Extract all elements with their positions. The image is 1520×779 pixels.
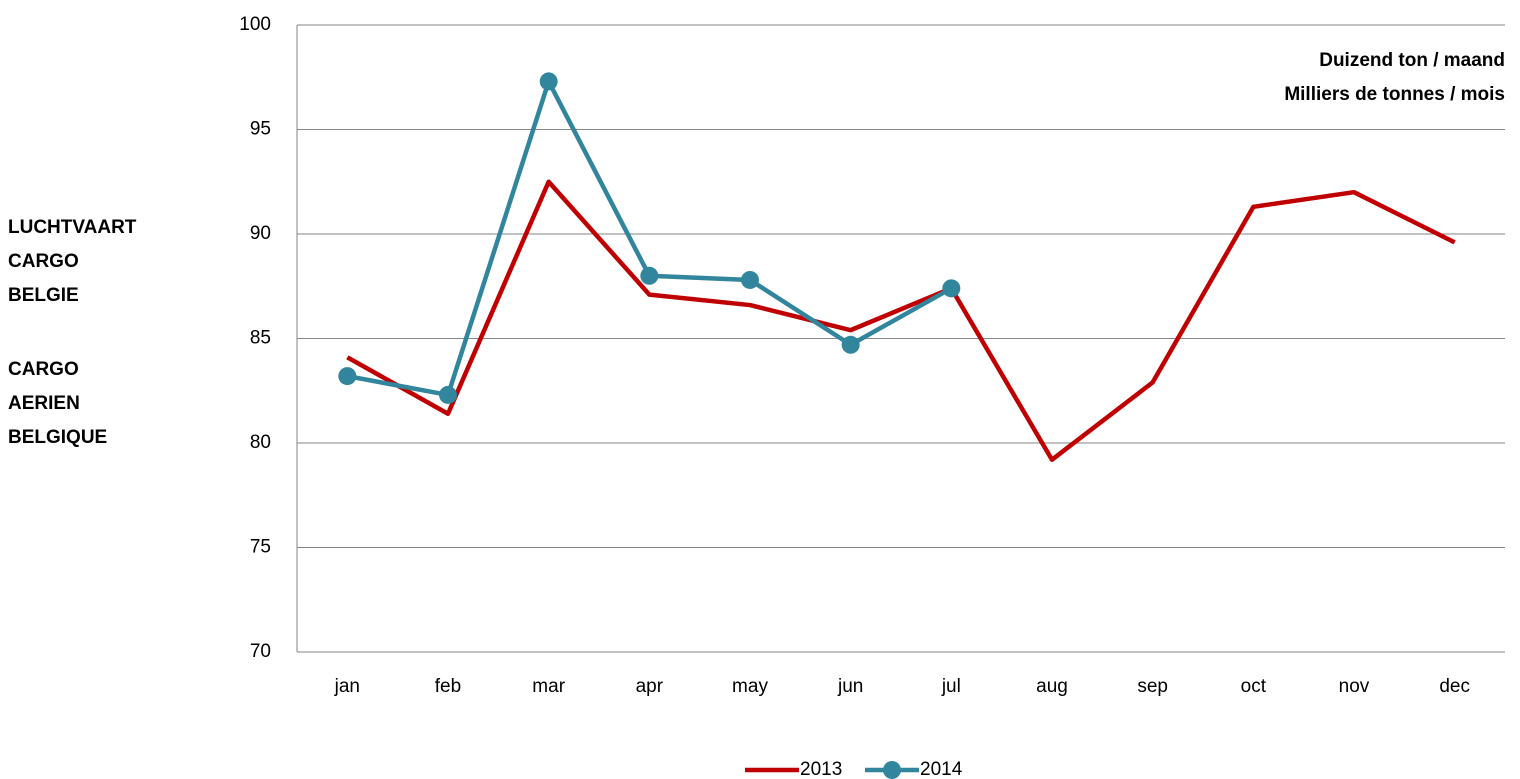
x-tick-label: mar [532, 676, 565, 697]
x-tick-label: feb [435, 676, 461, 697]
x-tick-label: oct [1241, 676, 1267, 697]
x-tick-label: apr [636, 676, 664, 697]
series-marker [539, 72, 558, 91]
series-marker [338, 367, 357, 386]
x-tick-label: aug [1036, 676, 1068, 697]
y-tick-label: 100 [239, 14, 271, 35]
annotation: Duizend ton / maand [1319, 50, 1505, 71]
side-label: CARGO [8, 359, 79, 380]
x-tick-label: may [732, 676, 768, 697]
side-label: CARGO [8, 251, 79, 272]
x-tick-label: dec [1439, 676, 1470, 697]
y-tick-label: 80 [250, 432, 271, 453]
side-label: AERIEN [8, 393, 80, 414]
series-marker [942, 279, 961, 298]
series-marker [439, 385, 457, 404]
side-label: BELGIQUE [8, 427, 107, 448]
series-marker [741, 270, 759, 289]
series-marker [841, 335, 860, 354]
x-tick-label: jun [837, 676, 863, 697]
legend-marker [883, 761, 901, 779]
y-tick-label: 95 [250, 119, 271, 140]
y-tick-label: 90 [250, 223, 271, 244]
y-tick-label: 70 [250, 641, 271, 662]
x-tick-label: nov [1339, 676, 1370, 697]
y-tick-label: 75 [250, 537, 271, 558]
x-tick-label: jul [941, 676, 961, 697]
series-marker [640, 266, 659, 285]
x-tick-label: jan [334, 676, 360, 697]
series-line [346, 79, 953, 398]
annotation: Milliers de tonnes / mois [1284, 84, 1505, 105]
x-tick-label: sep [1137, 676, 1168, 697]
legend-label: 2014 [920, 759, 963, 779]
series-line [346, 179, 1456, 462]
side-label: LUCHTVAART [8, 217, 137, 238]
legend-label: 2013 [800, 759, 842, 779]
side-label: BELGIE [8, 285, 79, 306]
y-tick-label: 85 [250, 328, 271, 349]
